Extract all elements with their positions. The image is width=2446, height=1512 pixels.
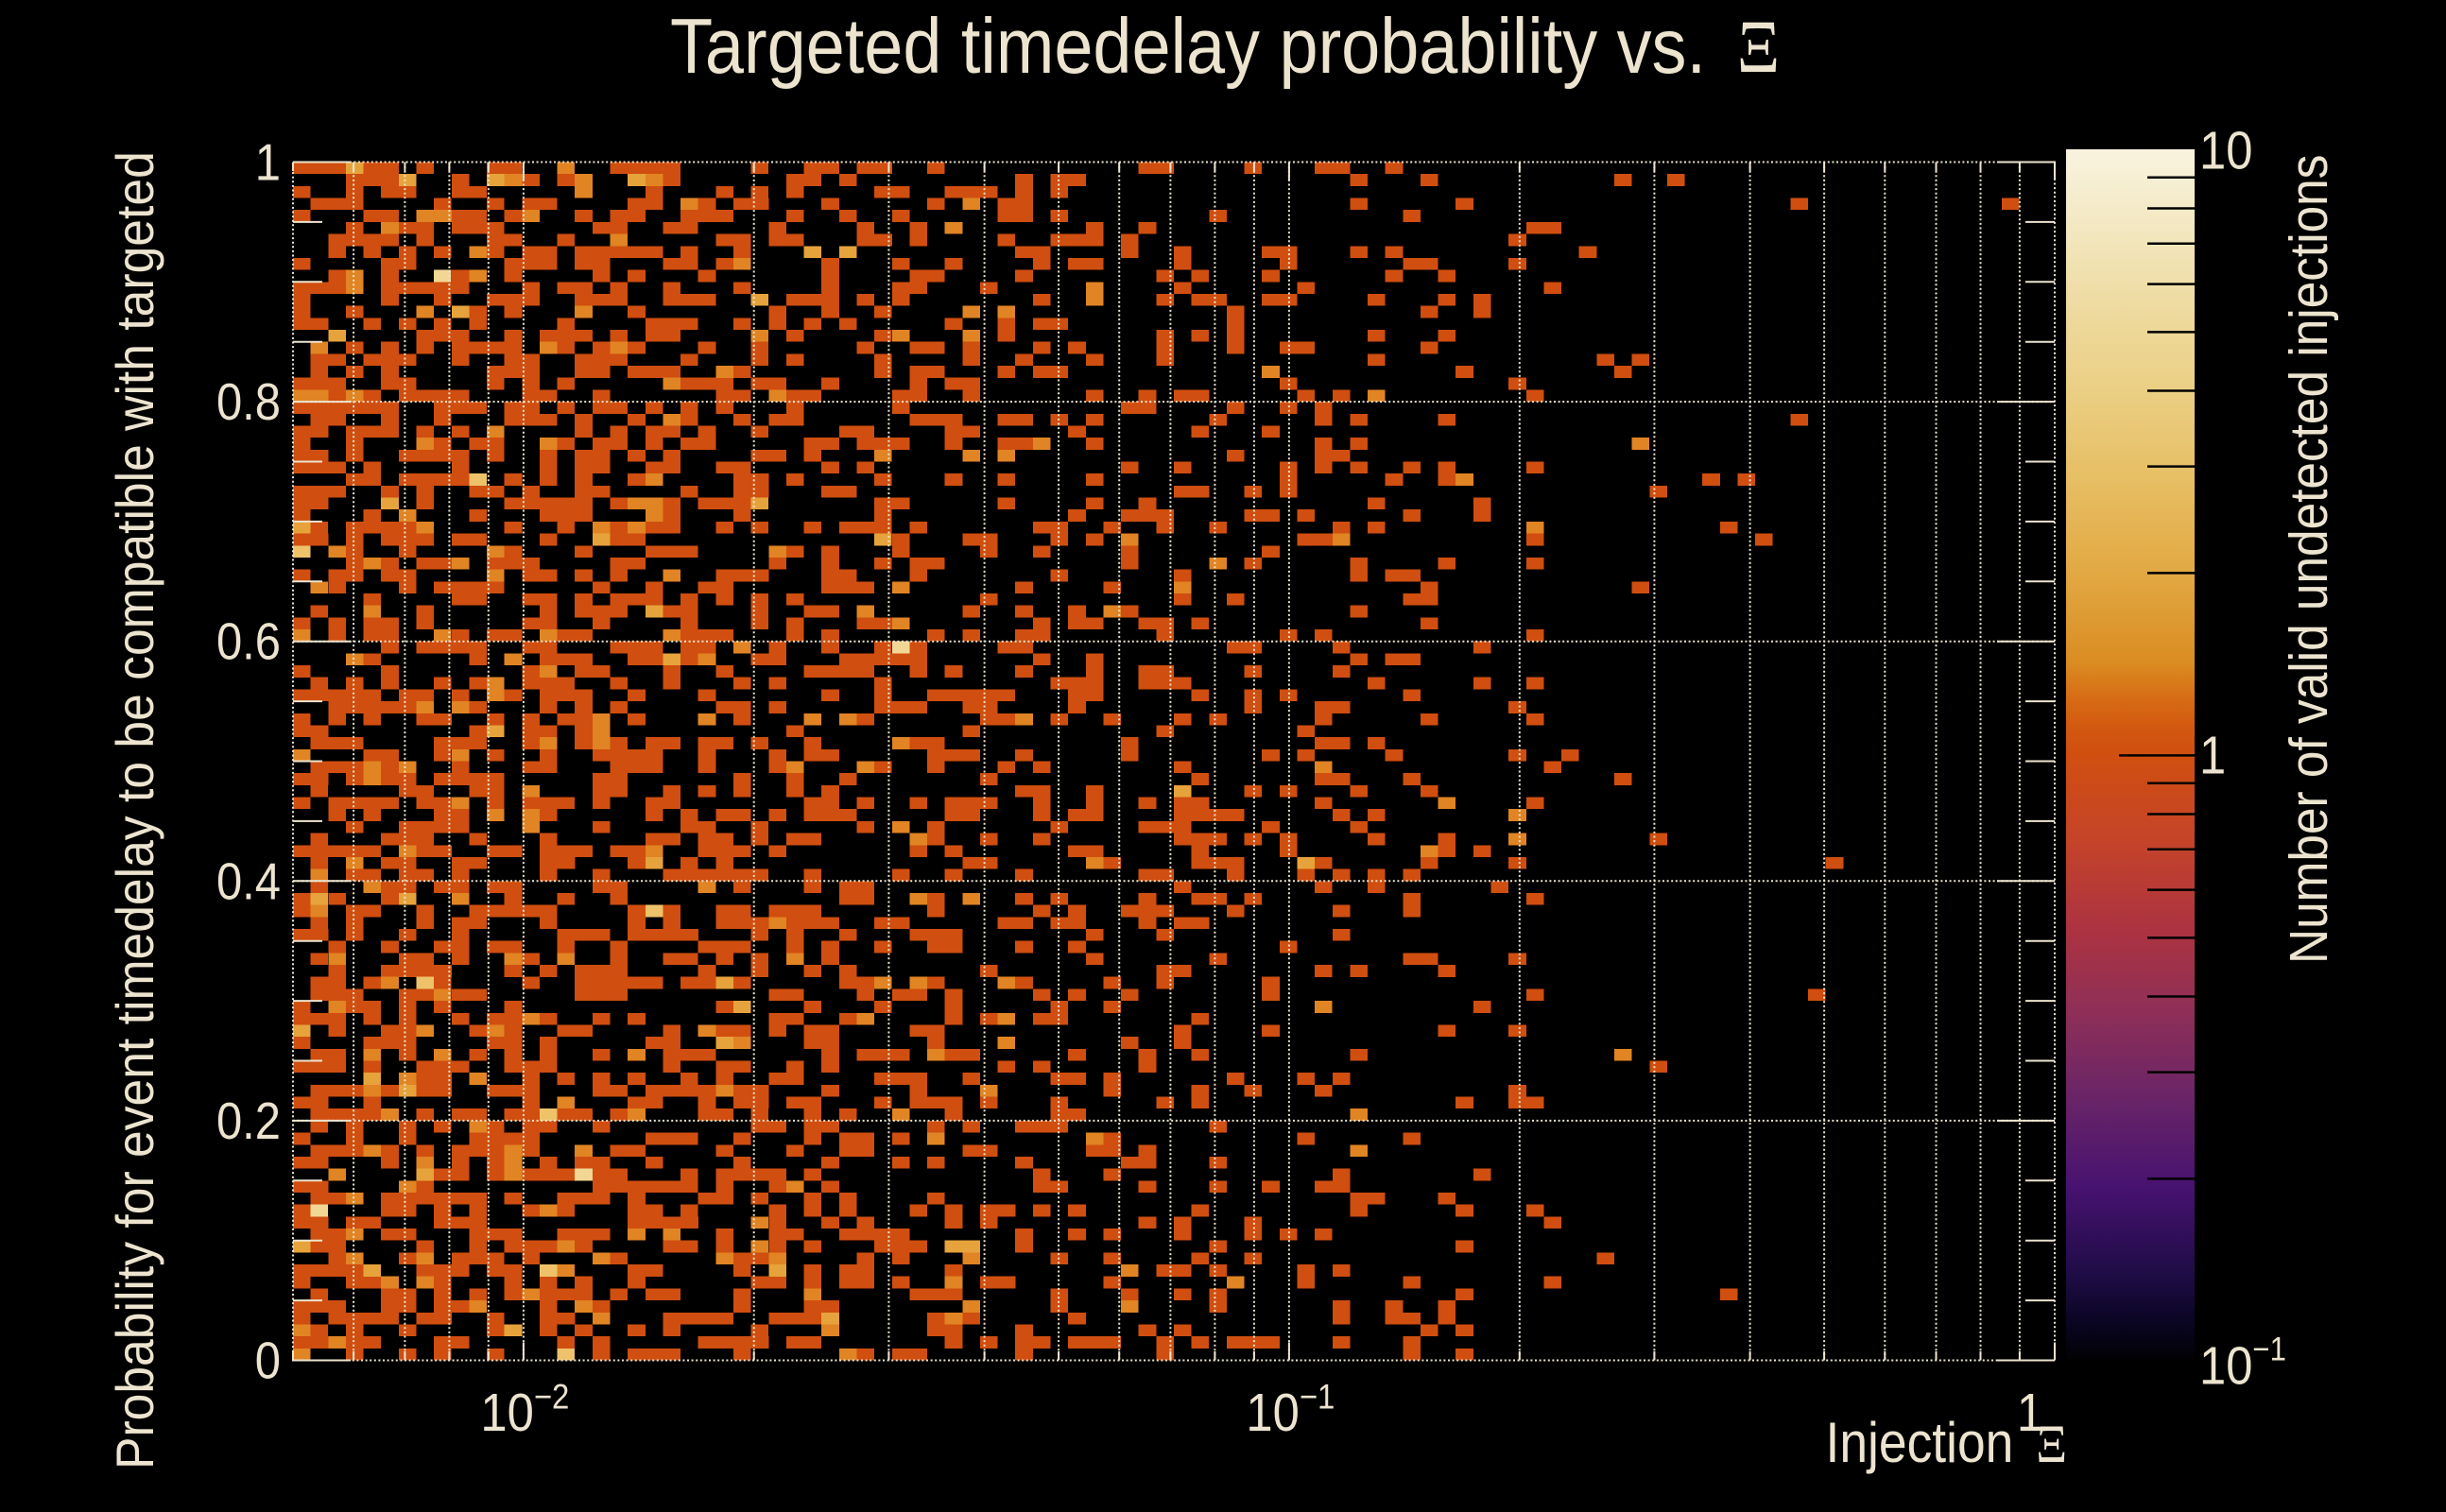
svg-text:10: 10 (2199, 121, 2252, 180)
svg-text:1: 1 (2017, 1383, 2043, 1442)
svg-text:Number of valid undetected inj: Number of valid undetected injections (2280, 155, 2339, 964)
svg-text:10−1: 10−1 (1246, 1378, 1335, 1443)
svg-text:1: 1 (2199, 726, 2226, 785)
svg-text:0.4: 0.4 (216, 853, 281, 911)
svg-text:10−1: 10−1 (2199, 1332, 2286, 1396)
svg-text:1: 1 (255, 134, 281, 192)
svg-text:0.6: 0.6 (216, 613, 281, 671)
svg-text:Probability for event timedela: Probability for event timedelay to be co… (106, 151, 164, 1469)
svg-text:0: 0 (255, 1332, 281, 1390)
svg-text:0.8: 0.8 (216, 374, 281, 432)
svg-text:0.2: 0.2 (216, 1092, 281, 1150)
svg-text:10−2: 10−2 (480, 1378, 569, 1443)
svg-text:Targeted timedelay probability: Targeted timedelay probability vs. Ξ (670, 2, 1780, 90)
